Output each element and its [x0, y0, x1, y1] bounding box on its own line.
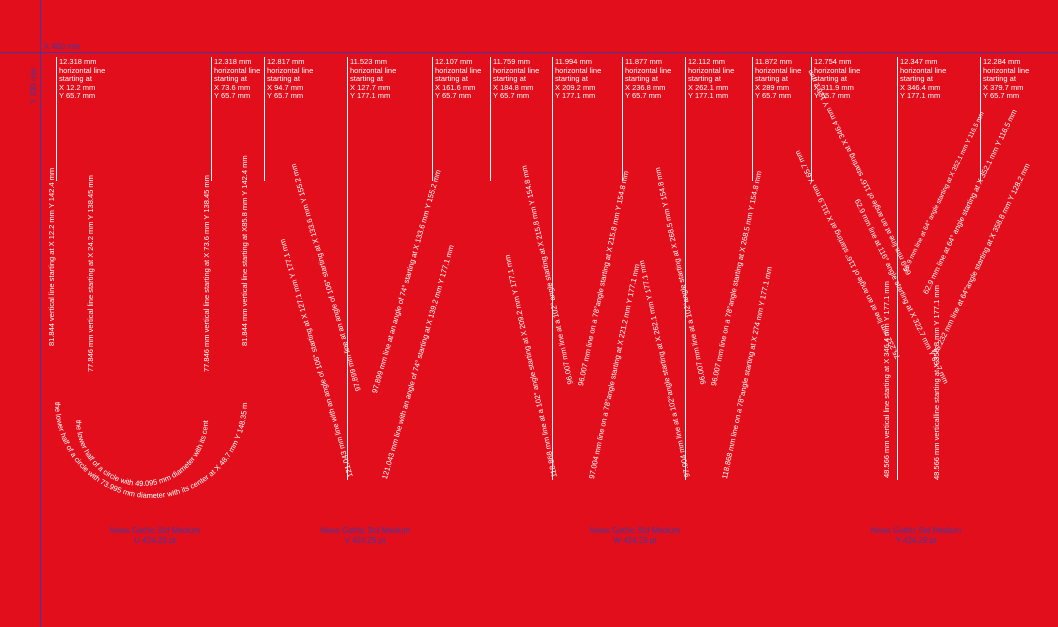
caption-size: U 424.29 pt	[134, 535, 176, 545]
glyph-u-outer-arc-label: the lower half of a circle with 73.995 m…	[0, 0, 249, 500]
caption-y: News Gothic Std Medium Y 424.29 pt	[856, 526, 976, 545]
stem-line	[347, 57, 348, 480]
vertical-guide-line	[40, 0, 41, 627]
caption-w: News Gothic Std Medium W 424.29 pt	[575, 526, 695, 545]
stem-line	[980, 57, 981, 181]
stem-line	[811, 57, 812, 181]
stem-line	[432, 57, 433, 181]
stem-line	[622, 57, 623, 181]
annotation-note: 12.318 mm horizontal line starting at X …	[214, 57, 261, 101]
annotation-note: 12.284 mm horizontal line starting at X …	[983, 57, 1030, 101]
caption-font: News Gothic Std Medium	[319, 526, 411, 535]
stem-line	[211, 57, 212, 181]
annotation-note: 12.112 mm horizontal line starting at X …	[688, 57, 735, 101]
stem-line	[490, 57, 491, 181]
glyph-u-inner-arc-label: the lower half of a circle with 49.095 m…	[0, 0, 210, 488]
annotation-note: 12.318 mm horizontal line starting at X …	[59, 57, 106, 101]
annotation-note: 12.817 mm horizontal line starting at X …	[267, 57, 314, 101]
stem-line	[56, 57, 57, 181]
x-guide-label: X 400 mm	[44, 42, 81, 51]
annotation-note: 11.523 mm horizontal line starting at X …	[350, 57, 397, 101]
caption-size: Y 424.29 pt	[895, 535, 937, 545]
annotation-note: 11.872 mm horizontal line starting at X …	[755, 57, 802, 101]
annotation-note: 11.994 mm horizontal line starting at X …	[555, 57, 602, 101]
annotation-note: 11.877 mm horizontal line starting at X …	[625, 57, 672, 101]
caption-size: V 424.29 pt	[344, 535, 386, 545]
stem-line	[264, 57, 265, 181]
annotation-note: 11.759 mm horizontal line starting at X …	[493, 57, 540, 101]
stem-line	[752, 57, 753, 181]
stem-line	[897, 57, 898, 480]
caption-font: News Gothic Std Medium	[589, 526, 681, 535]
caption-font: News Gothic Std Medium	[109, 526, 201, 535]
caption-v: News Gothic Std Medium V 424.29 pt	[305, 526, 425, 545]
stem-line	[552, 57, 553, 480]
caption-size: W 424.29 pt	[613, 535, 657, 545]
annotation-note: 12.347 mm horizontal line starting at X …	[900, 57, 947, 101]
horizontal-guide-line	[0, 52, 1058, 53]
stem-line	[685, 57, 686, 480]
annotation-note: 12.107 mm horizontal line starting at X …	[435, 57, 482, 101]
caption-u: News Gothic Std Medium U 424.29 pt	[95, 526, 215, 545]
caption-font: News Gothic Std Medium	[870, 526, 962, 535]
annotation-note: 12.754 mm horizontal line starting at X …	[814, 57, 861, 101]
